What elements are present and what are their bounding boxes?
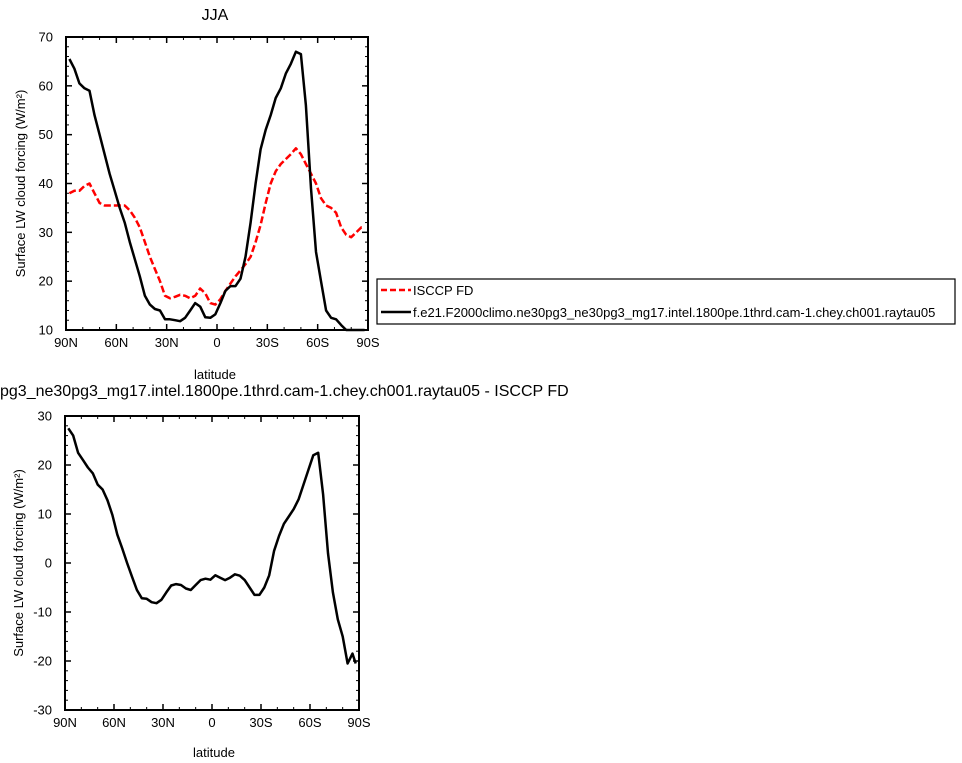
top-y-tick-label: 20 bbox=[39, 274, 53, 289]
top-series-line-model bbox=[68, 50, 365, 332]
top-plot-frame bbox=[65, 36, 369, 331]
top-x-tick-label: 0 bbox=[213, 335, 220, 350]
bottom-series-lines bbox=[67, 427, 357, 665]
top-y-tick-label: 30 bbox=[39, 225, 53, 240]
bottom-chart-title: pg3_ne30pg3_mg17.intel.1800pe.1thrd.cam-… bbox=[0, 383, 569, 400]
legend-label-isccp: ISCCP FD bbox=[413, 283, 473, 298]
top-y-tick-label: 40 bbox=[39, 176, 53, 191]
legend: ISCCP FD f.e21.F2000climo.ne30pg3_ne30pg… bbox=[376, 278, 956, 325]
top-x-axis-label: latitude bbox=[194, 367, 236, 382]
bottom-x-tick-label: 30N bbox=[151, 715, 175, 730]
bottom-y-tick-label: 10 bbox=[38, 507, 52, 522]
bottom-y-axis-label: Surface LW cloud forcing (W/m²) bbox=[11, 469, 26, 657]
bottom-panel: pg3_ne30pg3_mg17.intel.1800pe.1thrd.cam-… bbox=[0, 383, 569, 760]
top-x-tick-label: 90S bbox=[356, 335, 379, 350]
bottom-x-tick-label: 60S bbox=[298, 715, 321, 730]
top-x-tick-label: 60S bbox=[306, 335, 329, 350]
bottom-y-tick-label: 20 bbox=[38, 458, 52, 473]
top-x-tick-label: 30N bbox=[155, 335, 179, 350]
top-axis-ticks: 90N 60N 30N 0 30S 60S 90S 10 20 30 40 50 60 70 bbox=[39, 30, 380, 351]
legend-box bbox=[376, 278, 956, 325]
top-x-tick-label: 30S bbox=[256, 335, 279, 350]
top-y-axis-label: Surface LW cloud forcing (W/m²) bbox=[13, 90, 28, 278]
legend-label-model: f.e21.F2000climo.ne30pg3_ne30pg3_mg17.in… bbox=[413, 305, 935, 320]
top-chart-title: JJA bbox=[202, 7, 229, 24]
bottom-y-tick-label: -10 bbox=[33, 605, 52, 620]
top-y-tick-label: 50 bbox=[39, 127, 53, 142]
bottom-x-tick-label: 60N bbox=[102, 715, 126, 730]
top-series-lines bbox=[68, 50, 365, 332]
top-panel: JJA latitude Surface LW cloud forcing (W… bbox=[13, 7, 380, 382]
bottom-x-tick-label: 0 bbox=[208, 715, 215, 730]
bottom-y-tick-label: 30 bbox=[38, 409, 52, 424]
top-x-tick-label: 60N bbox=[104, 335, 128, 350]
top-y-tick-label: 60 bbox=[39, 78, 53, 93]
bottom-x-tick-label: 30S bbox=[249, 715, 272, 730]
bottom-axis-ticks: 90N 60N 30N 0 30S 60S 90S -30 -20 -10 0 10 20 30 bbox=[33, 409, 371, 731]
top-x-tick-label: 90N bbox=[54, 335, 78, 350]
bottom-plot-frame bbox=[64, 415, 360, 711]
top-y-tick-label: 10 bbox=[39, 323, 53, 338]
bottom-x-axis-label: latitude bbox=[193, 745, 235, 760]
bottom-x-tick-label: 90S bbox=[347, 715, 370, 730]
bottom-x-tick-label: 90N bbox=[53, 715, 77, 730]
bottom-y-tick-label: -20 bbox=[33, 654, 52, 669]
bottom-y-tick-label: -30 bbox=[33, 703, 52, 718]
bottom-y-tick-label: 0 bbox=[45, 556, 52, 571]
bottom-series-line-difference bbox=[67, 427, 357, 665]
top-y-tick-label: 70 bbox=[39, 30, 53, 45]
